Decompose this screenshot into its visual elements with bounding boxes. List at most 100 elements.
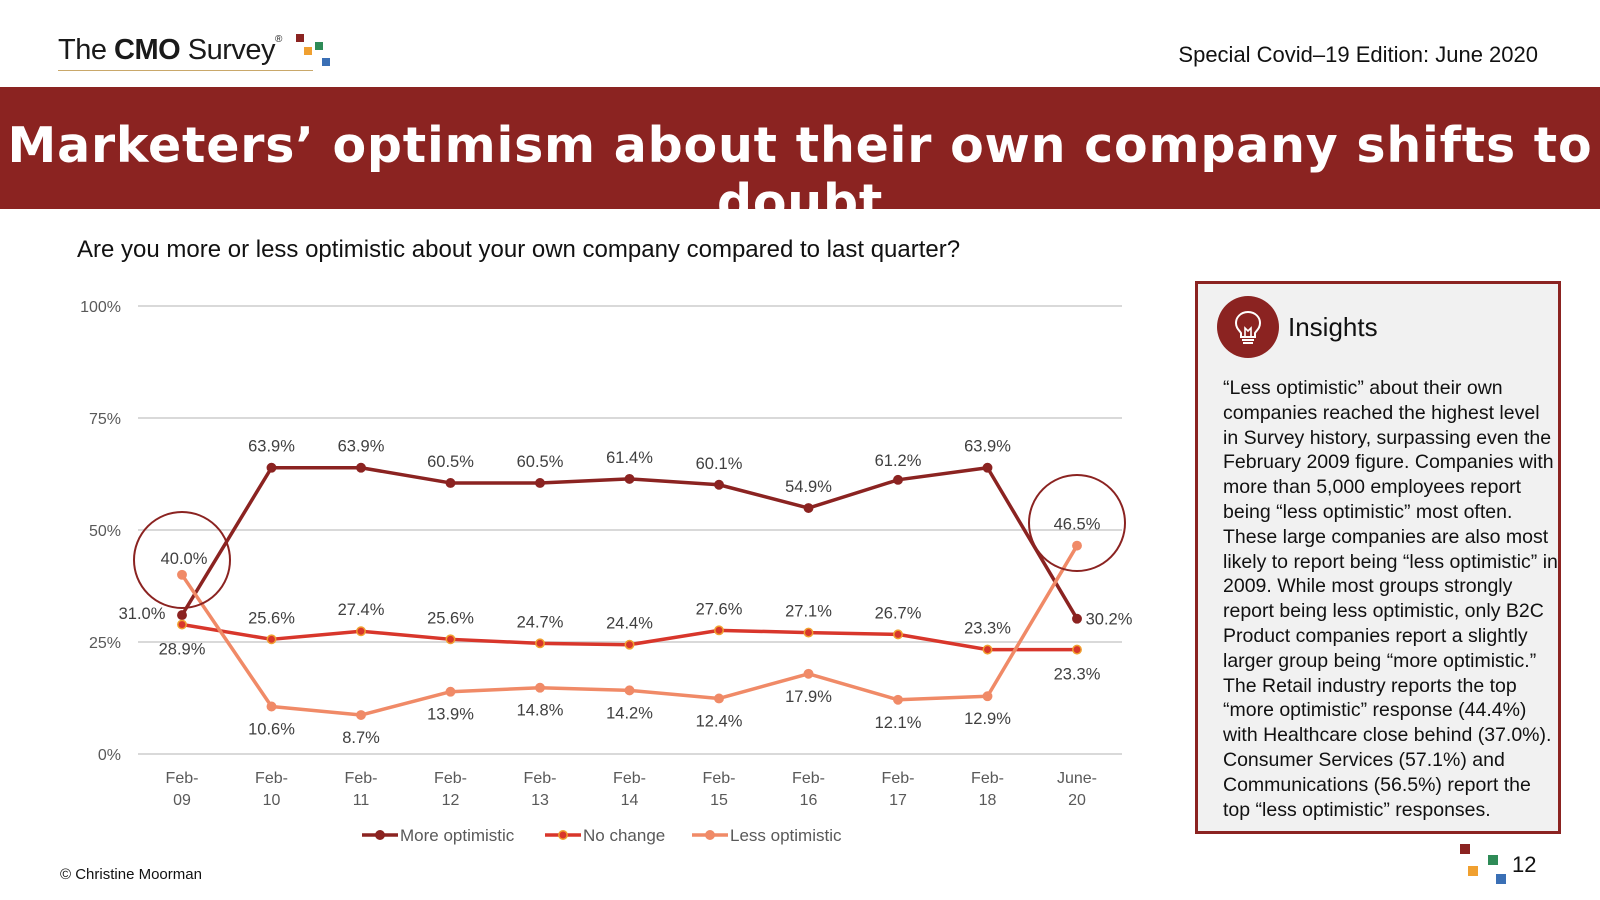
data-label-more: 63.9% [964, 438, 1011, 456]
data-point-less [714, 693, 724, 704]
y-tick-label: 25% [89, 635, 121, 652]
legend-swatch-marker [705, 830, 715, 840]
data-label-more: 63.9% [338, 438, 385, 456]
data-label-less: 40.0% [161, 550, 208, 568]
logo-square-blue [322, 58, 330, 66]
data-label-nochange: 23.3% [964, 620, 1011, 638]
data-point-less [535, 682, 545, 693]
x-tick-label: Feb- [882, 770, 915, 787]
data-point-more [714, 479, 724, 490]
data-label-more: 30.2% [1086, 611, 1133, 629]
y-tick-label: 0% [98, 747, 121, 764]
x-tick-label: 13 [531, 792, 549, 809]
data-point-less [177, 569, 187, 580]
x-tick-label: 16 [800, 792, 818, 809]
data-label-less: 46.5% [1054, 516, 1101, 534]
x-tick-label: Feb- [792, 770, 825, 787]
x-tick-label: 11 [353, 792, 370, 809]
data-point-more [266, 462, 277, 473]
data-label-more: 60.1% [696, 455, 743, 473]
data-point-less [982, 691, 993, 702]
data-label-more: 60.5% [427, 453, 474, 471]
data-point-nochange [624, 639, 635, 650]
data-point-less [893, 694, 903, 705]
x-tick-label: Feb- [166, 770, 199, 787]
data-label-nochange: 25.6% [427, 609, 474, 627]
data-point-less [1072, 540, 1082, 551]
data-label-less: 12.9% [964, 710, 1011, 728]
x-tick-label: 15 [710, 792, 728, 809]
x-tick-label: 09 [173, 792, 191, 809]
data-point-nochange [803, 627, 814, 638]
data-label-more: 61.4% [606, 449, 653, 467]
data-point-more [982, 462, 993, 473]
footer-square-blue [1496, 874, 1506, 884]
page-number: 12 [1512, 852, 1537, 877]
data-point-less [803, 668, 814, 679]
x-tick-label: June- [1057, 770, 1097, 787]
logo-square-red [296, 34, 304, 42]
data-point-nochange [893, 629, 903, 640]
data-point-nochange [1072, 644, 1082, 655]
footer-square-green [1488, 855, 1498, 865]
data-point-nochange [535, 638, 545, 649]
x-tick-label: Feb- [434, 770, 467, 787]
data-point-less [624, 685, 635, 696]
logo-underline [58, 70, 313, 71]
x-tick-label: 12 [442, 792, 460, 809]
x-tick-label: Feb- [613, 770, 646, 787]
data-label-nochange: 27.6% [696, 600, 743, 618]
title-banner: Marketers’ optimism about their own comp… [0, 87, 1600, 231]
data-point-nochange [982, 644, 993, 655]
data-label-nochange: 24.7% [517, 613, 564, 631]
data-label-less: 14.2% [606, 704, 653, 722]
x-tick-label: Feb- [255, 770, 288, 787]
footer-square-orange [1468, 866, 1478, 876]
data-point-nochange [445, 634, 456, 645]
data-point-more [893, 474, 903, 485]
data-label-less: 14.8% [517, 702, 564, 720]
data-point-more [535, 478, 545, 488]
y-tick-label: 75% [89, 411, 121, 428]
x-tick-label: Feb- [971, 770, 1004, 787]
data-label-less: 12.1% [875, 714, 922, 732]
data-label-less: 10.6% [248, 721, 295, 739]
y-tick-label: 100% [80, 299, 121, 316]
survey-question: Are you more or less optimistic about yo… [77, 236, 961, 263]
data-label-nochange: 27.1% [785, 603, 832, 621]
data-label-less: 12.4% [696, 712, 743, 730]
series-line-more [180, 465, 1079, 620]
data-point-nochange [714, 625, 724, 636]
data-label-nochange: 25.6% [248, 609, 295, 627]
y-tick-label: 50% [89, 523, 121, 540]
insights-text: “Less optimistic” about their own compan… [1223, 377, 1558, 821]
data-point-more [624, 473, 635, 484]
data-label-more: 63.9% [248, 438, 295, 456]
x-tick-label: 20 [1068, 792, 1086, 809]
data-point-less [445, 686, 456, 697]
data-point-nochange [356, 626, 366, 637]
page-title: Marketers’ optimism about their own comp… [7, 117, 1593, 231]
data-point-more [803, 503, 814, 513]
x-tick-label: 18 [979, 792, 997, 809]
data-label-less: 8.7% [342, 729, 380, 747]
x-tick-label: Feb- [703, 770, 736, 787]
logo-text: The CMO Survey® [58, 34, 282, 66]
optimism-line-chart: 0% 25% 50% 75% 100% Feb- 09 Feb- 10 Feb- 11 Feb- 12 F… [80, 299, 1133, 845]
data-point-more [1072, 613, 1082, 624]
insights-panel: Insights “Less optimistic” about their o… [1195, 281, 1561, 834]
copyright: © Christine Moorman [60, 866, 202, 883]
edition-label: Special Covid–19 Edition: June 2020 [1178, 42, 1538, 67]
highlight-circle [1028, 474, 1126, 572]
data-label-more: 31.0% [119, 605, 166, 623]
footer-square-red [1460, 844, 1470, 854]
data-label-more: 61.2% [875, 452, 922, 470]
data-point-nochange [177, 619, 187, 630]
data-label-more: 60.5% [517, 453, 564, 471]
data-label-less: 13.9% [427, 706, 474, 724]
data-label-nochange: 24.4% [606, 615, 653, 633]
data-point-less [266, 701, 277, 712]
x-tick-label: Feb- [345, 770, 378, 787]
logo-square-green [315, 42, 323, 50]
data-point-more [177, 610, 187, 621]
